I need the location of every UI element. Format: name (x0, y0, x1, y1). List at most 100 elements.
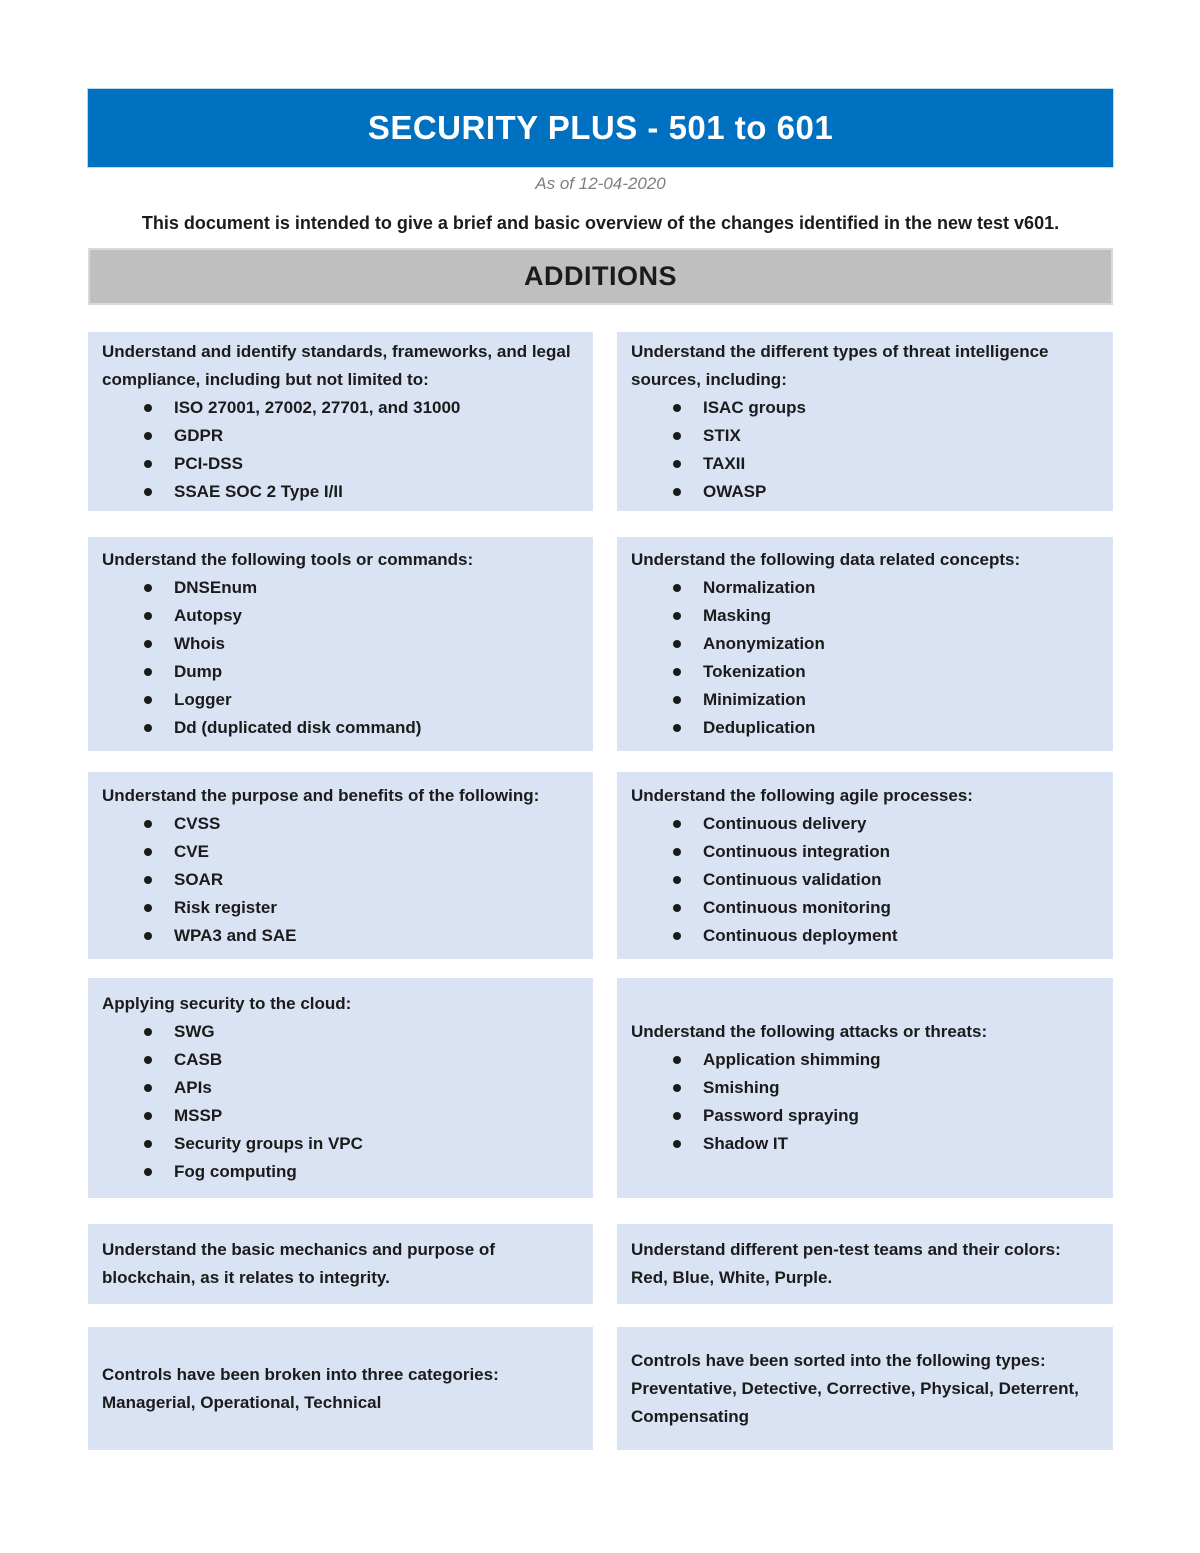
bullet-list: Continuous delivery Continuous integratio… (631, 810, 1099, 950)
bullet-item: Dd (duplicated disk command) (102, 714, 579, 742)
bullet-list: ISO 27001, 27002, 27701, and 31000 GDPR PC… (102, 394, 579, 506)
bullet-item: Application shimming (631, 1046, 1099, 1074)
card-row: Understand the purpose and benefits of t… (88, 772, 1113, 959)
bullet-icon (144, 1084, 152, 1092)
bullet-text: PCI-DSS (174, 453, 243, 473)
bullet-item: Smishing (631, 1074, 1099, 1102)
bullet-icon (144, 875, 152, 884)
bullet-item: Tokenization (631, 658, 1099, 686)
bullet-icon (673, 668, 681, 676)
bullet-icon (144, 459, 152, 468)
as-of-date: As of 12-04-2020 (535, 174, 666, 193)
bullet-text: Normalization (703, 578, 816, 597)
bullet-icon (673, 819, 681, 828)
bullet-text: Risk register (174, 897, 277, 917)
bullet-text: SOAR (174, 869, 224, 889)
bullet-text: Smishing (703, 1078, 780, 1097)
bullet-text: Application shimming (703, 1050, 881, 1069)
content-card: Understand the following tools or comman… (88, 537, 593, 751)
bullet-list: DNSEnum Autopsy Whois Dump Logger Dd (duplica… (102, 574, 579, 742)
content-card: Understand the different types of threat… (617, 332, 1113, 511)
bullet-text: GDPR (174, 425, 224, 445)
bullet-item: Normalization (631, 574, 1099, 602)
content-card: Applying security to the cloud: SWG CASB AP… (88, 978, 593, 1198)
bullet-icon (144, 724, 152, 732)
card-row: Understand the following tools or comman… (88, 537, 1113, 751)
bullet-item: STIX (631, 422, 1099, 450)
bullet-item: Whois (102, 630, 579, 658)
bullet-item: Risk register (102, 894, 579, 922)
card-title: Understand the following tools or comman… (102, 550, 474, 569)
bullet-icon (144, 1056, 152, 1064)
bullet-item: Fog computing (102, 1158, 579, 1186)
bullet-item: Continuous validation (631, 866, 1099, 894)
bullet-item: Masking (631, 602, 1099, 630)
bullet-item: Security groups in VPC (102, 1130, 579, 1158)
bullet-icon (144, 1140, 152, 1148)
card-title: Understand the following data related co… (631, 550, 1021, 569)
bullet-item: PCI-DSS (102, 450, 579, 478)
bullet-item: Minimization (631, 686, 1099, 714)
bullet-item: SOAR (102, 866, 579, 894)
content-card: Understand the following data related co… (617, 537, 1113, 751)
bullet-icon (673, 640, 681, 648)
bullet-text: SWG (174, 1022, 215, 1041)
card-title: Understand the purpose and benefits of t… (102, 785, 540, 805)
bullet-text: Minimization (703, 690, 806, 709)
card-title: Understand the basic mechanics and purpo… (102, 1240, 495, 1287)
card-title: Understand and identify standards, frame… (102, 341, 571, 389)
bullet-item: Dump (102, 658, 579, 686)
bullet-item: Autopsy (102, 602, 579, 630)
bullet-text: CVE (174, 841, 209, 861)
card-row: Understand and identify standards, frame… (88, 332, 1113, 511)
intro-text: This document is intended to give a brie… (141, 213, 1060, 233)
card-title: Controls have been sorted into the follo… (631, 1350, 1079, 1426)
bullet-text: ISO 27001, 27002, 27701, and 31000 (174, 397, 461, 417)
bullet-icon (673, 696, 681, 704)
bullet-icon (673, 875, 681, 884)
bullet-item: CVE (102, 838, 579, 866)
card-title: Understand the different types of threat… (631, 341, 1049, 389)
bullet-icon (144, 903, 152, 912)
bullet-item: WPA3 and SAE (102, 922, 579, 950)
bullet-text: Shadow IT (703, 1134, 788, 1153)
bullet-icon (144, 640, 152, 648)
bullet-item: Continuous deployment (631, 922, 1099, 950)
bullet-text: ISAC groups (703, 397, 806, 417)
bullet-item: TAXII (631, 450, 1099, 478)
bullet-text: APIs (174, 1078, 212, 1097)
bullet-icon (673, 487, 681, 496)
bullet-text: CVSS (174, 813, 221, 833)
bullet-list: CVSS CVE SOAR Risk register WPA3 and SAE (102, 810, 579, 950)
bullet-icon (144, 1168, 152, 1176)
bullet-text: MSSP (174, 1106, 223, 1125)
title-bar: SECURITY PLUS - 501 to 601 (87, 88, 1114, 168)
bullet-text: Fog computing (174, 1162, 297, 1181)
bullet-icon (673, 459, 681, 468)
bullet-icon (673, 931, 681, 940)
bullet-item: Password spraying (631, 1102, 1099, 1130)
content-card: Understand the following agile processes… (617, 772, 1113, 959)
section-heading: ADDITIONS (524, 261, 677, 291)
bullet-icon (144, 612, 152, 620)
bullet-item: Deduplication (631, 714, 1099, 742)
bullet-text: Logger (174, 690, 232, 709)
bullet-list: ISAC groups STIX TAXII OWASP (631, 394, 1099, 506)
bullet-item: CVSS (102, 810, 579, 838)
card-row: Applying security to the cloud: SWG CASB AP… (88, 978, 1113, 1198)
bullet-icon (144, 931, 152, 940)
card-title: Understand different pen-test teams and … (631, 1240, 1061, 1287)
bullet-icon (673, 1140, 681, 1148)
document-content: SECURITY PLUS - 501 to 601 As of 12-04-2… (87, 0, 1114, 1450)
bullet-text: OWASP (703, 481, 767, 501)
bullet-item: SSAE SOC 2 Type I/II (102, 478, 579, 506)
content-card: Understand the following attacks or thre… (617, 978, 1113, 1198)
bullet-item: GDPR (102, 422, 579, 450)
card-title: Applying security to the cloud: (102, 994, 352, 1013)
bullet-text: CASB (174, 1050, 223, 1069)
bullet-text: SSAE SOC 2 Type I/II (174, 481, 343, 501)
bullet-icon (673, 1056, 681, 1064)
bullet-icon (144, 668, 152, 676)
bullet-icon (673, 403, 681, 412)
